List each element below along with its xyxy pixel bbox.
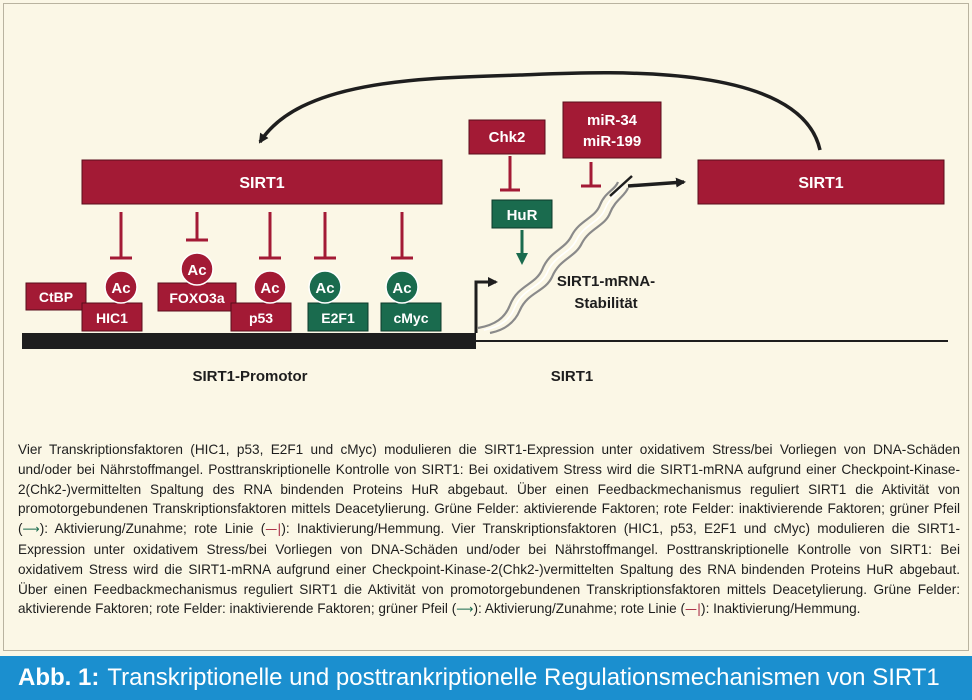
mrna-cut-mark	[609, 175, 633, 197]
e2f1-ac-circle	[308, 270, 342, 304]
hur-label: HuR	[507, 207, 538, 224]
figure-frame	[3, 3, 969, 651]
p53-ac-label: Ac	[260, 280, 279, 297]
ctbp-box	[25, 282, 87, 311]
mrna-strand	[477, 181, 630, 335]
chk2-inhibition	[500, 156, 520, 192]
e2f1-box	[307, 302, 369, 332]
caption-text-5: ): Inaktivierung/Hemmung.	[701, 601, 861, 617]
mir-inhibition	[581, 162, 601, 188]
mir-box	[562, 101, 662, 159]
mir-199-label: miR-199	[583, 133, 641, 150]
foxo3a-ac-circle	[180, 252, 214, 286]
figure-caption: Vier Transkriptionsfaktoren (HIC1, p53, …	[18, 440, 960, 620]
red-inhibition-symbol-2: —|	[685, 602, 702, 617]
hur-box	[491, 199, 553, 229]
green-arrow-symbol: ⟶	[22, 522, 40, 537]
mrna-stability-label-2: Stabilität	[574, 295, 637, 312]
hic1-ac-circle	[104, 270, 138, 304]
mir-34-label: miR-34	[587, 112, 638, 129]
p53-ac-circle	[253, 270, 287, 304]
gene-label: SIRT1	[551, 368, 594, 385]
sirt1-box-right	[697, 159, 945, 205]
foxo3a-ac-label: Ac	[187, 262, 206, 279]
chk2-box	[468, 119, 546, 155]
chk2-label: Chk2	[489, 129, 526, 146]
caption-text-1: Vier Transkriptionsfaktoren (HIC1, p53, …	[18, 442, 960, 537]
p53-label: p53	[249, 310, 273, 326]
green-arrow-symbol-2: ⟶	[456, 602, 474, 617]
hic1-box	[81, 302, 143, 332]
caption-text-3: ): Inaktivierung/Hemmung. Vier Transkrip…	[18, 521, 961, 617]
red-inhibition-symbol: —|	[265, 522, 282, 537]
cmyc-ac-circle	[385, 270, 419, 304]
p53-box	[230, 302, 292, 332]
sirt1-left-label: SIRT1	[239, 175, 284, 192]
hic1-ac-label: Ac	[111, 280, 130, 297]
cmyc-label: cMyc	[393, 310, 428, 326]
feedback-arrow	[258, 71, 822, 151]
cmyc-box	[380, 302, 442, 332]
e2f1-ac-label: Ac	[315, 280, 334, 297]
promotor-label: SIRT1-Promotor	[192, 368, 307, 385]
e2f1-label: E2F1	[321, 310, 355, 326]
sirt1-box-left	[81, 159, 443, 205]
hic1-label: HIC1	[96, 310, 128, 326]
sirt1-right-label: SIRT1	[798, 175, 843, 192]
inhibition-lines	[110, 212, 413, 260]
promoter-dna	[22, 333, 476, 349]
transcription-start-arrow	[474, 277, 498, 333]
figure-number: Abb. 1:	[18, 664, 100, 691]
figure-title: Transkriptionelle und posttrankriptionel…	[107, 664, 940, 691]
mrna-stability-label-1: SIRT1-mRNA-	[557, 273, 655, 290]
caption-text-4: ): Aktivierung/Zunahme; rote Linie (	[473, 601, 685, 617]
translation-arrow	[627, 177, 686, 188]
foxo3a-box	[157, 282, 237, 312]
foxo3a-label: FOXO3a	[169, 290, 224, 306]
figure-title-bar: Abb. 1: Transkriptionelle und posttrankr…	[0, 656, 972, 700]
ctbp-label: CtBP	[39, 289, 73, 305]
cmyc-ac-label: Ac	[392, 280, 411, 297]
regulation-diagram: SIRT1 CtBP HIC1 Ac FOXO3a Ac p53 Ac E2F1…	[22, 71, 948, 385]
caption-text-2: ): Aktivierung/Zunahme; rote Linie (	[39, 521, 266, 537]
